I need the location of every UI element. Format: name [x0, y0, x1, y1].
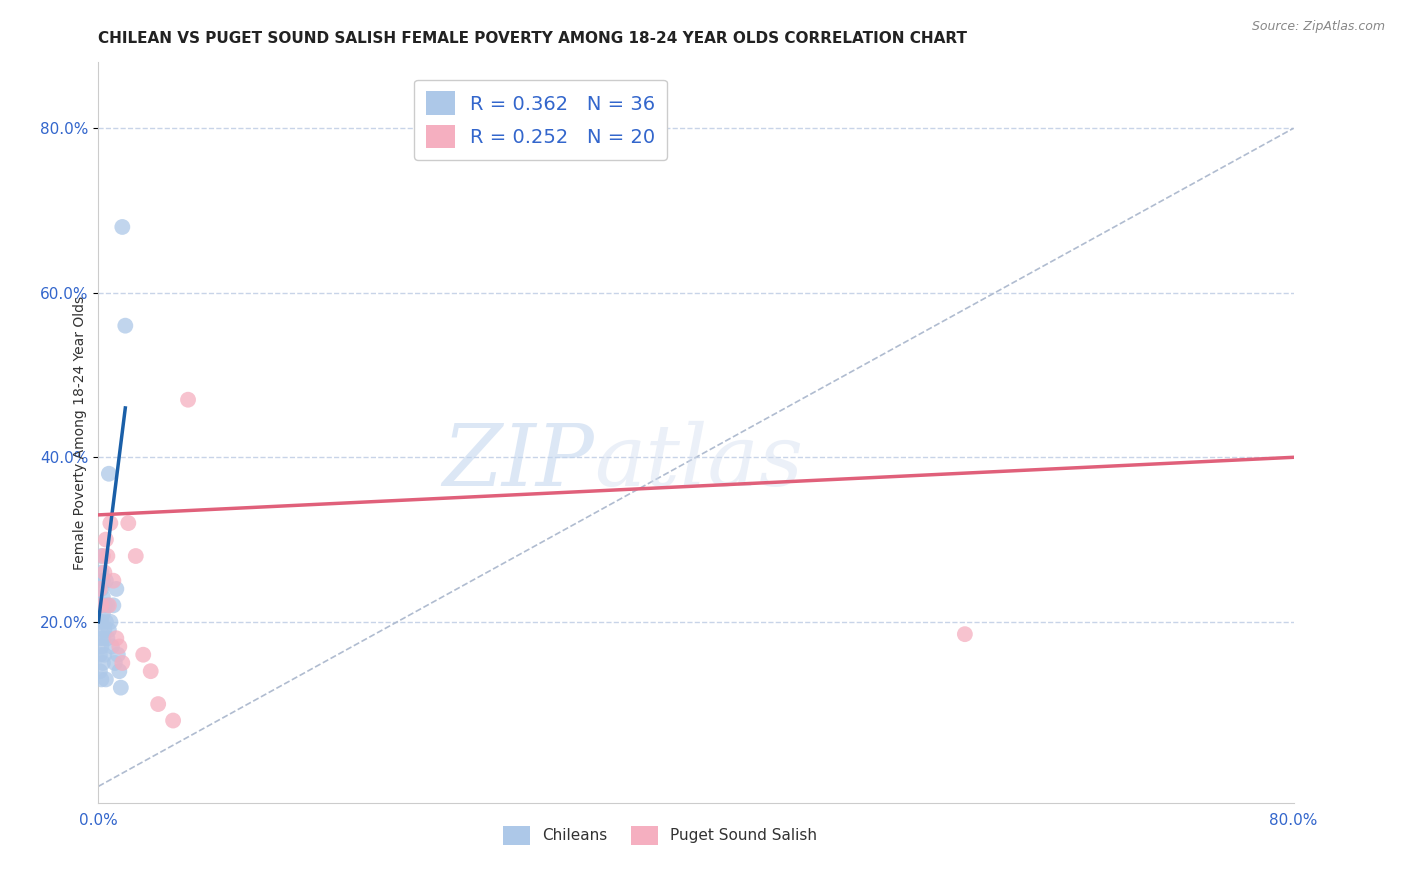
- Point: [91, 632, 114, 646]
- Point: [98, 516, 122, 530]
- Text: atlas: atlas: [595, 421, 803, 504]
- Point: [90, 566, 112, 580]
- Point: [91, 656, 114, 670]
- Point: [90, 640, 112, 654]
- Point: [132, 648, 155, 662]
- Point: [94, 574, 117, 588]
- Point: [91, 549, 114, 563]
- Point: [90, 549, 112, 563]
- Point: [89, 648, 111, 662]
- Point: [91, 607, 114, 621]
- Point: [148, 697, 170, 711]
- Point: [103, 574, 125, 588]
- Point: [96, 599, 118, 613]
- Point: [953, 627, 976, 641]
- Point: [89, 582, 111, 596]
- Point: [89, 615, 111, 629]
- Point: [96, 632, 118, 646]
- Point: [162, 714, 184, 728]
- Point: [93, 566, 115, 580]
- Point: [108, 664, 131, 678]
- Point: [94, 673, 117, 687]
- Point: [98, 615, 122, 629]
- Point: [139, 664, 162, 678]
- Point: [90, 582, 112, 596]
- Point: [110, 681, 132, 695]
- Point: [104, 656, 127, 670]
- Point: [103, 599, 125, 613]
- Point: [89, 664, 111, 678]
- Point: [125, 549, 148, 563]
- Point: [91, 590, 114, 604]
- Point: [108, 640, 131, 654]
- Point: [94, 615, 117, 629]
- Point: [114, 318, 136, 333]
- Point: [93, 623, 115, 637]
- Point: [105, 582, 128, 596]
- Text: Source: ZipAtlas.com: Source: ZipAtlas.com: [1251, 20, 1385, 33]
- Point: [89, 599, 111, 613]
- Point: [91, 574, 114, 588]
- Point: [107, 648, 129, 662]
- Point: [97, 599, 120, 613]
- Point: [177, 392, 200, 407]
- Point: [89, 632, 111, 646]
- Point: [90, 673, 112, 687]
- Point: [90, 615, 112, 629]
- Point: [93, 648, 115, 662]
- Text: ZIP: ZIP: [443, 421, 595, 504]
- Point: [90, 599, 112, 613]
- Point: [117, 516, 139, 530]
- Legend: Chileans, Puget Sound Salish: Chileans, Puget Sound Salish: [496, 820, 824, 851]
- Y-axis label: Female Poverty Among 18-24 Year Olds: Female Poverty Among 18-24 Year Olds: [73, 295, 87, 570]
- Point: [111, 656, 134, 670]
- Text: CHILEAN VS PUGET SOUND SALISH FEMALE POVERTY AMONG 18-24 YEAR OLDS CORRELATION C: CHILEAN VS PUGET SOUND SALISH FEMALE POV…: [98, 31, 967, 46]
- Point: [111, 219, 134, 234]
- Point: [93, 599, 115, 613]
- Point: [105, 632, 128, 646]
- Point: [101, 640, 124, 654]
- Point: [94, 533, 117, 547]
- Point: [97, 467, 120, 481]
- Point: [96, 549, 118, 563]
- Point: [97, 623, 120, 637]
